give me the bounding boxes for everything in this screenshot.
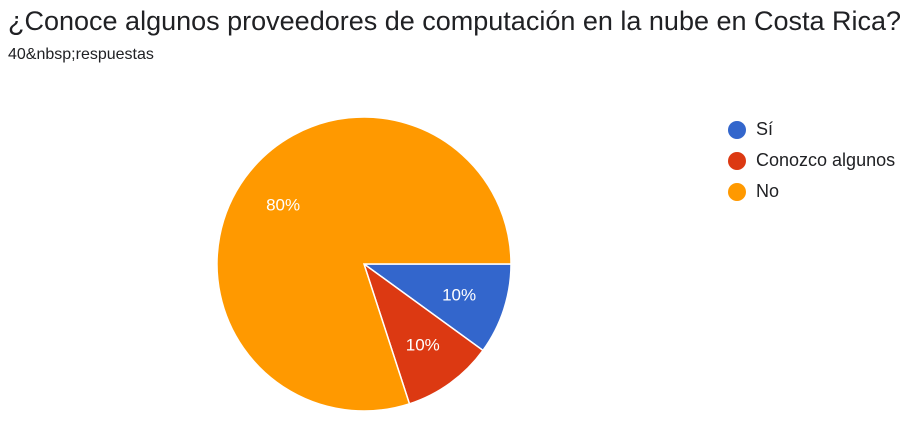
legend-label: Sí [756,119,774,139]
pie-slice-0 [361,263,512,352]
pie-slice-1 [362,262,484,405]
question-title: ¿Conoce algunos proveedores de computaci… [8,6,902,36]
legend-item-2: No [728,176,895,207]
slice-label-0: 10% [442,285,476,304]
legend-label: No [756,181,780,201]
legend-label: Conozco algunos [756,150,896,170]
legend-swatch-icon [728,120,746,139]
response-count: 40&nbsp;respuestas [8,46,154,63]
slice-label-1: 10% [406,335,440,354]
chart-legend: Sí Conozco algunos No [728,114,895,207]
legend-swatch-icon [728,182,746,201]
legend-item-0: Sí [728,114,895,145]
slice-label-2: 80% [266,196,300,215]
pie-slice-2 [216,116,512,412]
legend-swatch-icon [728,151,746,170]
legend-item-1: Conozco algunos [728,145,895,176]
